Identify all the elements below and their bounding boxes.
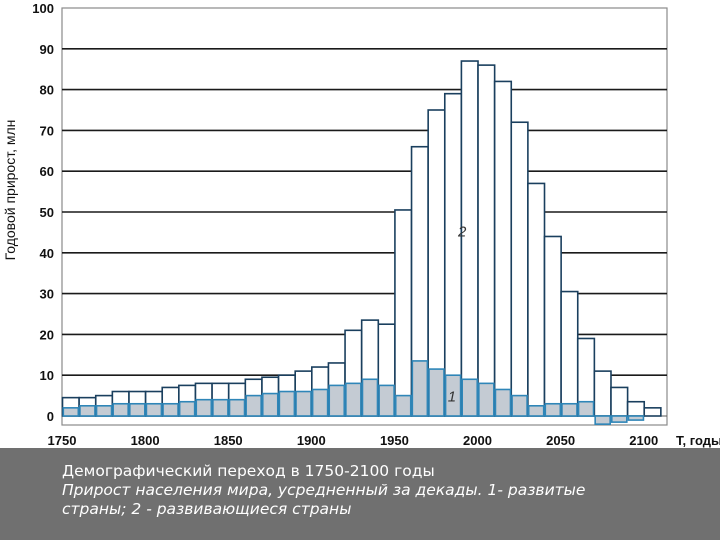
bar-series-2: [610, 386, 629, 417]
bar-series-1: [345, 382, 362, 417]
bar-series-2: [527, 182, 546, 417]
caption-line-2: Прирост населения мира, усредненный за д…: [62, 481, 586, 499]
bar-series-2: [543, 235, 562, 417]
y-tick-label: 90: [40, 42, 54, 57]
x-tick-label: 2000: [463, 433, 492, 448]
y-tick-label: 60: [40, 164, 54, 179]
caption-panel: Демографический переход в 1750-2100 годы…: [0, 448, 720, 540]
bar-series-2: [493, 80, 513, 417]
y-tick-label: 100: [32, 1, 54, 16]
bar-series-1: [178, 400, 196, 417]
y-tick-label: 30: [40, 287, 54, 302]
y-tick-label: 10: [40, 368, 54, 383]
x-tick-label: 1750: [48, 433, 77, 448]
bar-series-1: [195, 398, 213, 417]
bar-series-2: [510, 121, 529, 417]
x-tick-label: 1850: [214, 433, 243, 448]
bar-series-1: [394, 394, 412, 417]
x-axis-title: T, годы: [676, 433, 720, 448]
y-tick-label: 70: [40, 123, 54, 138]
y-tick-label: 80: [40, 83, 54, 98]
y-axis-title: Годовой прирост, млн: [2, 120, 18, 261]
bar-series-1: [627, 415, 645, 421]
bar-series-1: [561, 402, 578, 417]
bar-series-1: [511, 394, 528, 417]
bar-series-2: [394, 209, 413, 417]
bar-series-1: [311, 388, 329, 417]
caption-title: Демографический переход в 1750-2100 годы: [62, 462, 435, 480]
bar-series-1: [295, 390, 312, 417]
bar-series-1: [128, 402, 146, 417]
bar-series-1: [494, 388, 512, 417]
bar-series-2: [560, 290, 579, 417]
bar-series-1: [79, 404, 96, 417]
x-tick-labels: 1750 1800 1850 1900 1950 2000 2050 2100: [48, 433, 659, 448]
bar-series-1: [461, 378, 479, 417]
bar-series-1: [62, 407, 80, 417]
series-2-bars: [61, 60, 662, 417]
bar-series-1: [228, 398, 246, 417]
bar-series-1: [245, 394, 262, 417]
bar-series-1: [594, 415, 611, 425]
x-tick-label: 1800: [131, 433, 160, 448]
bar-series-1: [361, 378, 379, 417]
y-tick-label: 0: [47, 409, 54, 424]
bar-series-2: [643, 407, 662, 417]
bar-series-1: [411, 360, 429, 417]
bar-series-2: [477, 64, 496, 417]
bar-series-1: [478, 382, 495, 417]
bar-series-1: [261, 392, 279, 417]
bar-series-1: [378, 384, 395, 417]
bar-series-2: [626, 400, 646, 417]
x-tick-label: 2100: [629, 433, 658, 448]
y-tick-label: 40: [40, 246, 54, 261]
bar-series-1: [328, 384, 346, 417]
bar-series-1: [527, 404, 545, 417]
bar-series-1: [145, 402, 163, 417]
bar-series-1: [278, 390, 296, 417]
x-tick-label: 1950: [380, 433, 409, 448]
bar-series-2: [443, 92, 463, 417]
x-tick-label: 1900: [297, 433, 326, 448]
series-1-label: 1: [448, 389, 456, 406]
bar-series-1: [95, 404, 113, 417]
series-1-bars: [62, 360, 645, 425]
bar-series-1: [610, 415, 628, 423]
y-tick-labels: 0 10 20 30 40 50 60 70 80 90 100: [32, 1, 54, 424]
bar-series-1: [544, 402, 562, 417]
y-tick-label: 50: [40, 205, 54, 220]
bar-series-1: [112, 402, 129, 417]
bar-series-1: [577, 400, 595, 417]
bar-series-1: [162, 402, 179, 417]
bar-series-2: [593, 370, 612, 417]
bar-series-1: [212, 398, 229, 417]
bar-series-1: [444, 374, 462, 417]
caption-line-3: страны; 2 - развивающиеся страны: [62, 500, 352, 518]
series-2-label: 2: [457, 223, 467, 240]
bar-series-1: [428, 368, 445, 417]
y-tick-label: 20: [40, 327, 54, 342]
x-tick-label: 2050: [546, 433, 575, 448]
